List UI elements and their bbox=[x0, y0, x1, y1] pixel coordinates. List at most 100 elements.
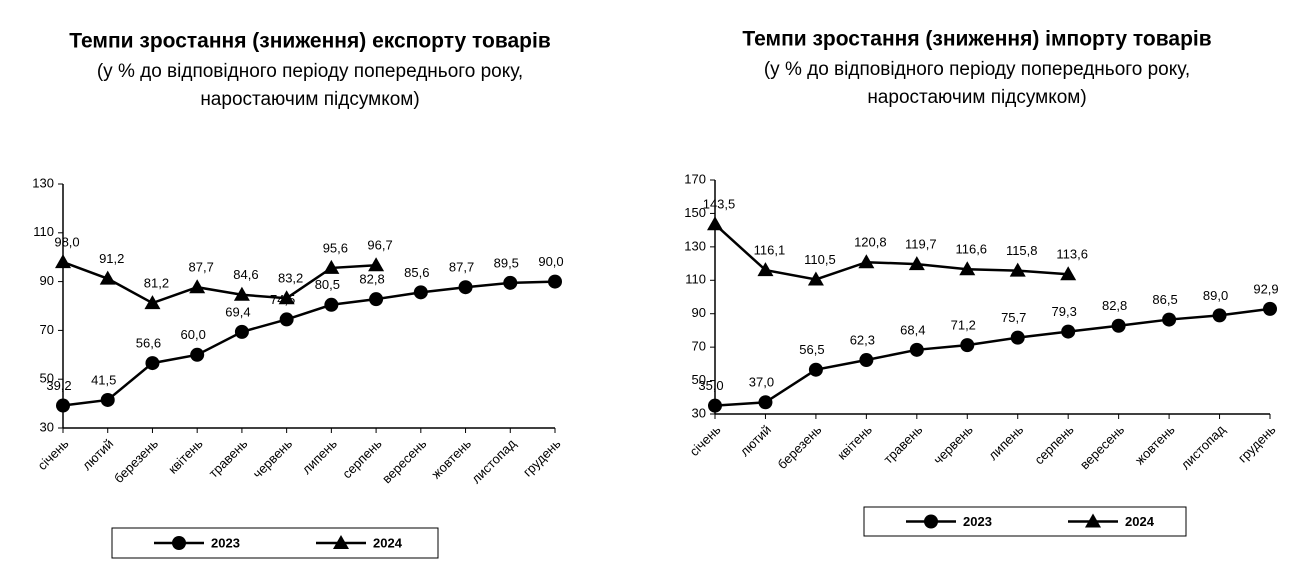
marker-circle bbox=[758, 395, 773, 410]
x-tick-label: березень bbox=[774, 422, 824, 472]
y-tick-label: 90 bbox=[692, 305, 706, 320]
marker-triangle bbox=[278, 290, 295, 305]
data-label: 110,5 bbox=[804, 252, 836, 267]
marker-circle bbox=[808, 362, 823, 377]
marker-circle bbox=[503, 275, 518, 290]
data-label: 90,0 bbox=[538, 254, 563, 269]
y-tick-label: 130 bbox=[684, 238, 706, 253]
data-label: 86,5 bbox=[1152, 292, 1177, 307]
data-label: 89,5 bbox=[494, 255, 519, 270]
marker-circle bbox=[1010, 330, 1025, 345]
legend-box bbox=[111, 527, 439, 559]
marker-triangle bbox=[55, 254, 71, 269]
y-tick-label: 70 bbox=[692, 339, 706, 354]
marker-circle bbox=[1263, 301, 1277, 316]
marker-circle bbox=[172, 536, 186, 550]
x-tick-label: червень bbox=[250, 436, 296, 482]
chart-subtitle: (у % до відповідного періоду попередньог… bbox=[97, 61, 523, 82]
x-tick-label: липень bbox=[985, 422, 1026, 463]
x-tick-label: лютий bbox=[737, 422, 774, 459]
data-label: 89,0 bbox=[1203, 288, 1228, 303]
data-label: 69,4 bbox=[225, 304, 250, 319]
x-tick-label: січень bbox=[687, 422, 724, 459]
marker-circle bbox=[369, 292, 384, 307]
y-tick-label: 130 bbox=[32, 175, 54, 190]
data-label: 82,8 bbox=[359, 272, 384, 287]
y-tick-label: 50 bbox=[40, 371, 54, 386]
marker-triangle bbox=[333, 535, 349, 549]
data-label: 119,7 bbox=[905, 237, 937, 252]
data-label: 68,4 bbox=[900, 322, 925, 337]
legend-box bbox=[863, 506, 1187, 537]
data-label: 39,2 bbox=[46, 378, 71, 393]
marker-triangle bbox=[1060, 266, 1077, 281]
x-tick-label: квітень bbox=[165, 436, 206, 477]
marker-circle bbox=[324, 297, 339, 312]
data-label: 87,7 bbox=[189, 260, 214, 275]
x-tick-label: грудень bbox=[1235, 422, 1279, 466]
data-label: 41,5 bbox=[91, 372, 116, 387]
data-label: 71,2 bbox=[951, 318, 976, 333]
series-line bbox=[62, 260, 377, 305]
x-tick-label: жовтень bbox=[1132, 422, 1178, 468]
x-tick-label: вересень bbox=[379, 436, 429, 486]
y-tick-label: 70 bbox=[40, 322, 54, 337]
data-label: 60,0 bbox=[181, 327, 206, 342]
data-label: 37,0 bbox=[749, 375, 774, 390]
marker-circle bbox=[909, 342, 924, 357]
x-tick-label: травень bbox=[206, 436, 251, 481]
x-tick-label: березень bbox=[111, 436, 161, 486]
data-label: 120,8 bbox=[854, 235, 887, 250]
data-label: 35,0 bbox=[698, 378, 723, 393]
x-tick-label: вересень bbox=[1077, 422, 1127, 472]
y-tick-label: 90 bbox=[40, 273, 54, 288]
data-label: 143,5 bbox=[703, 197, 736, 212]
y-tick-label: 30 bbox=[692, 405, 706, 420]
legend-label: 2024 bbox=[373, 535, 403, 550]
data-label: 113,6 bbox=[1056, 247, 1088, 262]
marker-circle bbox=[458, 280, 473, 295]
data-label: 79,3 bbox=[1052, 304, 1077, 319]
series-line bbox=[714, 223, 1069, 281]
marker-triangle bbox=[908, 256, 925, 271]
data-label: 82,8 bbox=[1102, 298, 1127, 313]
marker-triangle bbox=[144, 295, 161, 310]
data-label: 115,8 bbox=[1006, 243, 1038, 258]
x-tick-label: травень bbox=[881, 422, 926, 467]
data-label: 96,7 bbox=[367, 238, 392, 253]
data-label: 116,1 bbox=[754, 243, 786, 258]
data-label: 98,0 bbox=[54, 235, 79, 250]
data-label: 84,6 bbox=[233, 267, 258, 282]
x-tick-label: квітень bbox=[834, 422, 875, 463]
data-label: 85,6 bbox=[404, 265, 429, 280]
data-label: 62,3 bbox=[850, 332, 875, 347]
data-label: 95,6 bbox=[323, 240, 348, 255]
x-tick-label: червень bbox=[930, 422, 976, 468]
data-label: 83,2 bbox=[278, 271, 303, 286]
marker-triangle bbox=[959, 261, 976, 276]
marker-triangle bbox=[757, 262, 774, 277]
marker-circle bbox=[413, 285, 428, 300]
marker-circle bbox=[1162, 312, 1177, 327]
marker-triangle bbox=[323, 259, 340, 274]
chart-title: Темпи зростання (зниження) імпорту товар… bbox=[742, 28, 1211, 51]
chart-subtitle: (у % до відповідного періоду попередньог… bbox=[764, 59, 1190, 80]
legend-label: 2023 bbox=[211, 535, 240, 550]
data-label: 116,6 bbox=[955, 242, 987, 257]
marker-circle bbox=[960, 338, 975, 353]
marker-circle bbox=[548, 274, 562, 289]
series-line bbox=[62, 280, 556, 407]
marker-triangle bbox=[1009, 262, 1026, 277]
data-label: 81,2 bbox=[144, 276, 169, 291]
marker-circle bbox=[279, 312, 294, 327]
x-tick-label: листопад bbox=[468, 436, 519, 487]
x-tick-label: серпень bbox=[1031, 422, 1077, 468]
marker-triangle bbox=[99, 270, 116, 285]
chart-subtitle: наростаючим підсумком) bbox=[200, 89, 419, 110]
marker-circle bbox=[1212, 308, 1227, 323]
y-tick-label: 150 bbox=[684, 205, 706, 220]
chart-subtitle: наростаючим підсумком) bbox=[867, 87, 1086, 108]
marker-circle bbox=[1061, 324, 1076, 339]
marker-circle bbox=[924, 514, 938, 529]
